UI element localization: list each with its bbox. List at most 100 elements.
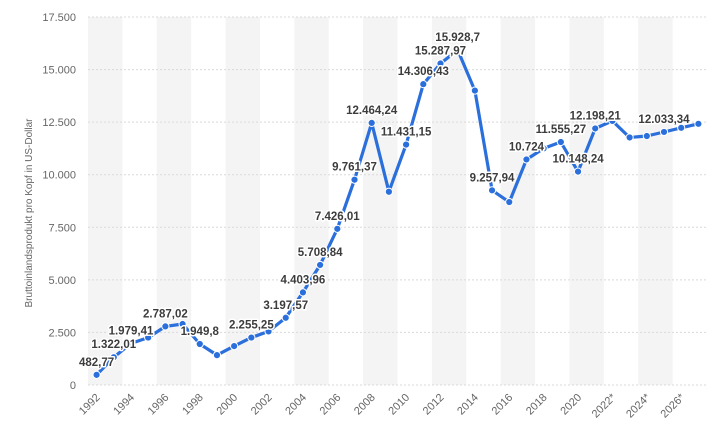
x-tick-label: 2002: [249, 392, 275, 418]
x-axis-ticks: 1992 1994 1996 1998 2000 2002 2004 2006 2008 2010…: [77, 391, 688, 420]
gridlines: [88, 16, 707, 386]
data-point: [384, 187, 394, 196]
data-label-halo: 12.464,24: [346, 105, 398, 117]
data-point: [436, 59, 445, 68]
data-point: [419, 80, 428, 89]
data-point: [487, 186, 497, 195]
data-label: 14.306,43: [398, 66, 449, 78]
data-label-halo: 7.426,01: [315, 211, 360, 223]
x-tick-label: 2020: [558, 392, 584, 418]
data-point: [694, 119, 703, 128]
x-tick-label: 2014: [455, 392, 481, 418]
data-point: [608, 116, 617, 125]
data-point: [505, 197, 514, 207]
data-labels: 482,77482,771.322,011.322,011.979,411.97…: [78, 31, 692, 371]
y-axis-label: Bruttoinlandsprodukt pro Kopf in US-Doll…: [24, 118, 35, 308]
data-point: [247, 333, 256, 342]
data-label-halo: 1.322,01: [91, 339, 136, 351]
data-label-halo: 3.197,57: [263, 300, 308, 312]
data-point: [264, 327, 273, 336]
x-tick-label: 2006: [318, 392, 344, 418]
background-band: [638, 17, 673, 385]
data-label: 5.708,84: [298, 247, 343, 259]
data-point: [659, 127, 669, 137]
data-point: [126, 339, 136, 348]
data-label: 1.949,8: [181, 326, 220, 338]
data-point: [642, 131, 651, 141]
data-label: 12.464,24: [346, 105, 398, 117]
x-tick-label: 1994: [111, 392, 137, 418]
background-band: [294, 17, 329, 385]
x-tick-label: 2008: [352, 392, 378, 418]
x-tick-label: 2016: [490, 392, 516, 418]
data-label: 12.033,34: [638, 114, 690, 126]
data-label: 4.403,96: [281, 274, 326, 286]
data-label: 9.761,37: [332, 162, 377, 174]
data-label-halo: 10.148,24: [552, 154, 604, 166]
y-axis-ticks: 0 2.500 5.000 7.500 10.000 12.500 15.000 17.500: [42, 12, 76, 392]
data-point: [161, 322, 170, 331]
x-tick-label: 2022*: [590, 391, 619, 420]
data-label-halo: 9.257,94: [470, 172, 515, 184]
data-label: 10.148,24: [552, 154, 604, 166]
data-point: [470, 86, 479, 95]
data-label: 1.322,01: [91, 339, 136, 351]
data-point: [144, 333, 153, 342]
data-label-halo: 15.287,97: [415, 46, 466, 58]
y-tick-label: 5.000: [48, 275, 76, 287]
x-tick-label: 1998: [180, 392, 206, 418]
data-label: 15.287,97: [415, 46, 466, 58]
y-tick-label: 0: [70, 380, 76, 392]
data-label: 3.197,57: [263, 300, 308, 312]
x-tick-label: 2004: [283, 392, 309, 418]
x-tick-label: 2024*: [624, 391, 653, 420]
x-tick-label: 1992: [77, 392, 103, 418]
background-band: [569, 17, 604, 385]
data-point: [212, 351, 222, 360]
data-point: [195, 339, 204, 349]
x-tick-label: 2018: [524, 392, 550, 418]
data-point: [109, 353, 118, 362]
x-tick-label: 2000: [214, 392, 240, 418]
y-tick-label: 10.000: [42, 170, 76, 182]
data-label: 9.257,94: [470, 172, 515, 184]
data-label-halo: 11.555,27: [536, 124, 587, 136]
background-band: [88, 17, 123, 385]
data-label-halo: 12.198,21: [570, 110, 622, 122]
data-label: 1.979,41: [109, 325, 154, 337]
data-point: [92, 370, 101, 379]
data-label-halo: 1.979,41: [109, 325, 154, 337]
data-point: [453, 45, 462, 55]
data-point: [333, 224, 342, 233]
data-point: [350, 175, 359, 184]
data-point: [677, 123, 686, 132]
data-label-halo: 1.949,8: [181, 326, 220, 338]
data-label: 15.928,7: [435, 32, 480, 44]
data-point: [522, 155, 531, 164]
y-tick-label: 15.000: [42, 65, 76, 77]
data-label-halo: 15.928,7: [435, 32, 480, 44]
data-label: 10.724: [509, 141, 545, 153]
data-label: 2.255,25: [229, 320, 274, 332]
y-tick-label: 17.500: [42, 12, 76, 24]
data-point: [178, 319, 187, 329]
data-label-halo: 482,77: [79, 357, 114, 369]
x-tick-label: 1996: [146, 392, 172, 418]
y-tick-label: 12.500: [42, 117, 76, 129]
data-label: 11.555,27: [536, 124, 587, 136]
data-label: 7.426,01: [315, 211, 360, 223]
data-label-halo: 10.724: [509, 141, 545, 153]
data-label: 482,77: [79, 357, 114, 369]
data-point: [298, 288, 308, 297]
data-label-halo: 2.787,02: [143, 308, 188, 320]
series-points: [92, 45, 703, 379]
data-label: 2.787,02: [143, 308, 188, 320]
background-band: [431, 17, 467, 385]
data-point: [573, 167, 583, 176]
data-point: [281, 313, 290, 322]
data-point: [539, 144, 548, 153]
data-label-halo: 2.255,25: [229, 320, 274, 332]
data-label-halo: 14.306,43: [398, 66, 449, 78]
